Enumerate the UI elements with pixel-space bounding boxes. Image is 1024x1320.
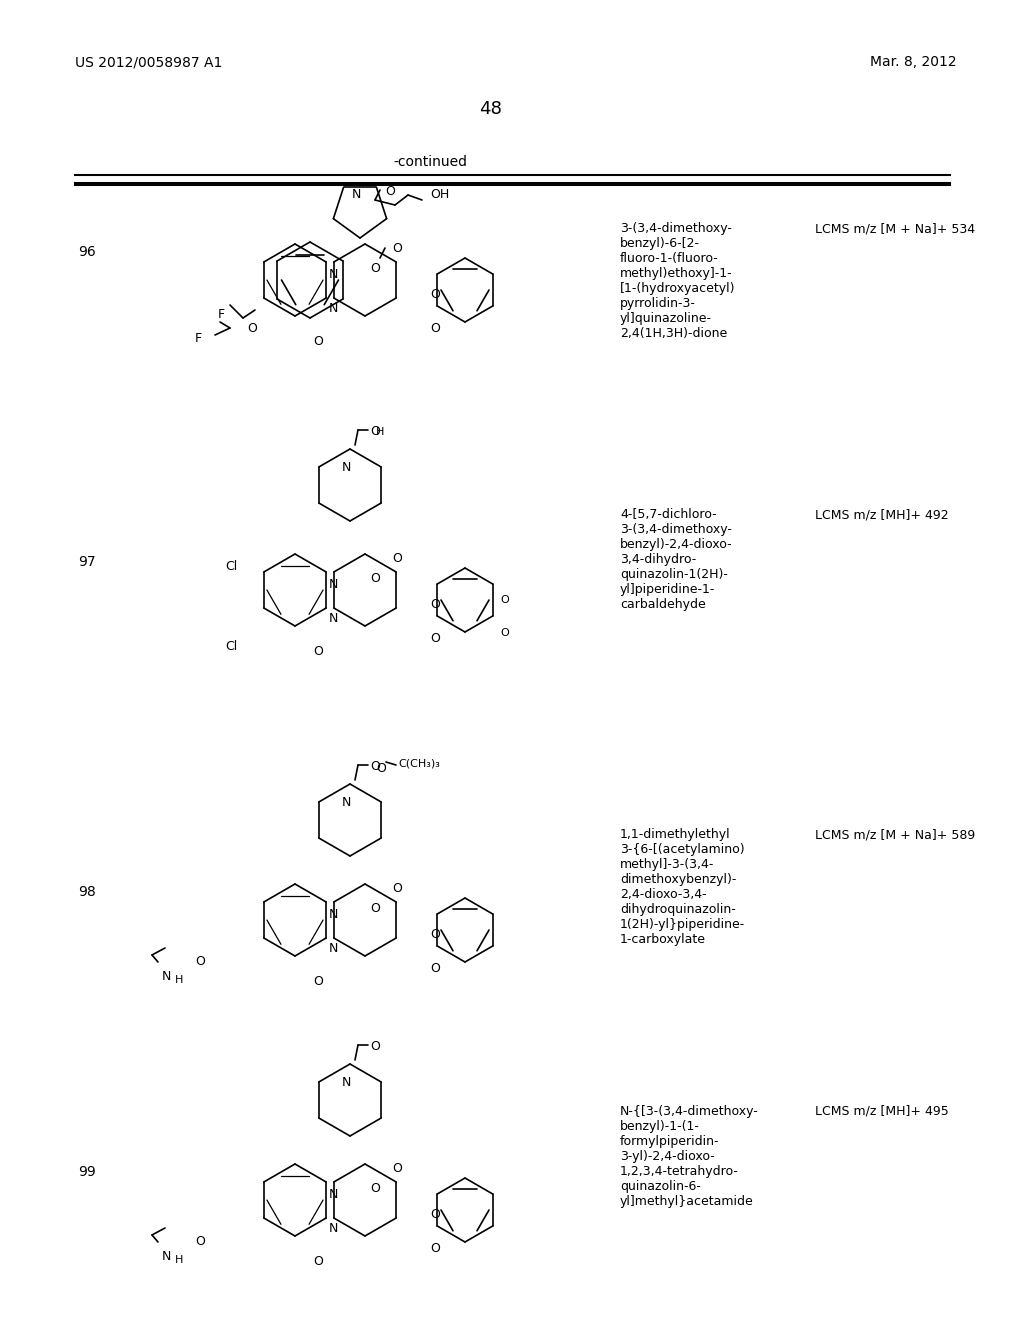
Text: N: N bbox=[342, 796, 351, 809]
Text: 3-(3,4-dimethoxy-: 3-(3,4-dimethoxy- bbox=[620, 222, 732, 235]
Text: O: O bbox=[376, 762, 386, 775]
Text: O: O bbox=[370, 425, 380, 438]
Text: O: O bbox=[392, 1162, 401, 1175]
Text: 3-yl)-2,4-dioxo-: 3-yl)-2,4-dioxo- bbox=[620, 1150, 715, 1163]
Text: O: O bbox=[313, 1255, 323, 1269]
Text: N: N bbox=[329, 578, 338, 591]
Text: O: O bbox=[392, 242, 401, 255]
Text: N-{[3-(3,4-dimethoxy-: N-{[3-(3,4-dimethoxy- bbox=[620, 1105, 759, 1118]
Text: N: N bbox=[329, 302, 338, 315]
Text: O: O bbox=[430, 288, 440, 301]
Text: LCMS m/z [M + Na]+ 534: LCMS m/z [M + Na]+ 534 bbox=[815, 222, 975, 235]
Text: benzyl)-6-[2-: benzyl)-6-[2- bbox=[620, 238, 700, 249]
Text: F: F bbox=[218, 308, 225, 321]
Text: C(CH₃)₃: C(CH₃)₃ bbox=[398, 758, 440, 768]
Text: N: N bbox=[329, 268, 338, 281]
Text: -continued: -continued bbox=[393, 154, 467, 169]
Text: O: O bbox=[370, 572, 380, 585]
Text: methyl]-3-(3,4-: methyl]-3-(3,4- bbox=[620, 858, 715, 871]
Text: N: N bbox=[352, 187, 361, 201]
Text: 2,4-dioxo-3,4-: 2,4-dioxo-3,4- bbox=[620, 888, 707, 902]
Text: 2,4(1H,3H)-dione: 2,4(1H,3H)-dione bbox=[620, 327, 727, 341]
Text: N: N bbox=[329, 1188, 338, 1201]
Text: O: O bbox=[247, 322, 257, 335]
Text: 96: 96 bbox=[78, 246, 96, 259]
Text: O: O bbox=[385, 185, 395, 198]
Text: 1,1-dimethylethyl: 1,1-dimethylethyl bbox=[620, 828, 731, 841]
Text: N: N bbox=[342, 461, 351, 474]
Text: O: O bbox=[500, 628, 509, 638]
Text: O: O bbox=[370, 760, 380, 774]
Text: N: N bbox=[162, 1250, 171, 1263]
Text: 48: 48 bbox=[478, 100, 502, 117]
Text: 97: 97 bbox=[78, 554, 95, 569]
Text: carbaldehyde: carbaldehyde bbox=[620, 598, 706, 611]
Text: formylpiperidin-: formylpiperidin- bbox=[620, 1135, 720, 1148]
Text: fluoro-1-(fluoro-: fluoro-1-(fluoro- bbox=[620, 252, 719, 265]
Text: N: N bbox=[342, 1076, 351, 1089]
Text: yl]methyl}acetamide: yl]methyl}acetamide bbox=[620, 1195, 754, 1208]
Text: O: O bbox=[370, 1040, 380, 1053]
Text: Cl: Cl bbox=[225, 560, 238, 573]
Text: N: N bbox=[329, 908, 338, 921]
Text: O: O bbox=[313, 335, 323, 348]
Text: O: O bbox=[392, 882, 401, 895]
Text: LCMS m/z [MH]+ 492: LCMS m/z [MH]+ 492 bbox=[815, 508, 948, 521]
Text: H: H bbox=[376, 426, 384, 437]
Text: O: O bbox=[430, 632, 440, 645]
Text: N: N bbox=[162, 970, 171, 983]
Text: O: O bbox=[370, 1181, 380, 1195]
Text: O: O bbox=[500, 595, 509, 605]
Text: pyrrolidin-3-: pyrrolidin-3- bbox=[620, 297, 696, 310]
Text: O: O bbox=[313, 975, 323, 987]
Text: 3-(3,4-dimethoxy-: 3-(3,4-dimethoxy- bbox=[620, 523, 732, 536]
Text: dihydroquinazolin-: dihydroquinazolin- bbox=[620, 903, 736, 916]
Text: 98: 98 bbox=[78, 884, 96, 899]
Text: US 2012/0058987 A1: US 2012/0058987 A1 bbox=[75, 55, 222, 69]
Text: O: O bbox=[313, 645, 323, 657]
Text: O: O bbox=[430, 598, 440, 611]
Text: 1,2,3,4-tetrahydro-: 1,2,3,4-tetrahydro- bbox=[620, 1166, 739, 1177]
Text: yl]quinazoline-: yl]quinazoline- bbox=[620, 312, 712, 325]
Text: 1(2H)-yl}piperidine-: 1(2H)-yl}piperidine- bbox=[620, 917, 745, 931]
Text: O: O bbox=[430, 928, 440, 941]
Text: F: F bbox=[195, 333, 202, 345]
Text: 3-{6-[(acetylamino): 3-{6-[(acetylamino) bbox=[620, 843, 744, 855]
Text: methyl)ethoxy]-1-: methyl)ethoxy]-1- bbox=[620, 267, 732, 280]
Text: OH: OH bbox=[430, 187, 450, 201]
Text: N: N bbox=[329, 612, 338, 624]
Text: H: H bbox=[175, 1255, 183, 1265]
Text: dimethoxybenzyl)-: dimethoxybenzyl)- bbox=[620, 873, 736, 886]
Text: [1-(hydroxyacetyl): [1-(hydroxyacetyl) bbox=[620, 282, 735, 294]
Text: O: O bbox=[430, 962, 440, 975]
Text: O: O bbox=[370, 261, 380, 275]
Text: N: N bbox=[329, 942, 338, 954]
Text: yl]piperidine-1-: yl]piperidine-1- bbox=[620, 583, 716, 597]
Text: O: O bbox=[195, 954, 205, 968]
Text: N: N bbox=[329, 1222, 338, 1236]
Text: O: O bbox=[430, 1242, 440, 1255]
Text: quinazolin-1(2H)-: quinazolin-1(2H)- bbox=[620, 568, 728, 581]
Text: Mar. 8, 2012: Mar. 8, 2012 bbox=[870, 55, 956, 69]
Text: LCMS m/z [MH]+ 495: LCMS m/z [MH]+ 495 bbox=[815, 1105, 949, 1118]
Text: 4-[5,7-dichloro-: 4-[5,7-dichloro- bbox=[620, 508, 717, 521]
Text: 99: 99 bbox=[78, 1166, 96, 1179]
Text: O: O bbox=[370, 902, 380, 915]
Text: benzyl)-1-(1-: benzyl)-1-(1- bbox=[620, 1119, 699, 1133]
Text: LCMS m/z [M + Na]+ 589: LCMS m/z [M + Na]+ 589 bbox=[815, 828, 975, 841]
Text: benzyl)-2,4-dioxo-: benzyl)-2,4-dioxo- bbox=[620, 539, 732, 550]
Text: O: O bbox=[392, 552, 401, 565]
Text: Cl: Cl bbox=[225, 640, 238, 653]
Text: O: O bbox=[430, 1208, 440, 1221]
Text: O: O bbox=[195, 1236, 205, 1247]
Text: H: H bbox=[175, 975, 183, 985]
Text: quinazolin-6-: quinazolin-6- bbox=[620, 1180, 700, 1193]
Text: 3,4-dihydro-: 3,4-dihydro- bbox=[620, 553, 696, 566]
Text: 1-carboxylate: 1-carboxylate bbox=[620, 933, 706, 946]
Text: O: O bbox=[430, 322, 440, 335]
